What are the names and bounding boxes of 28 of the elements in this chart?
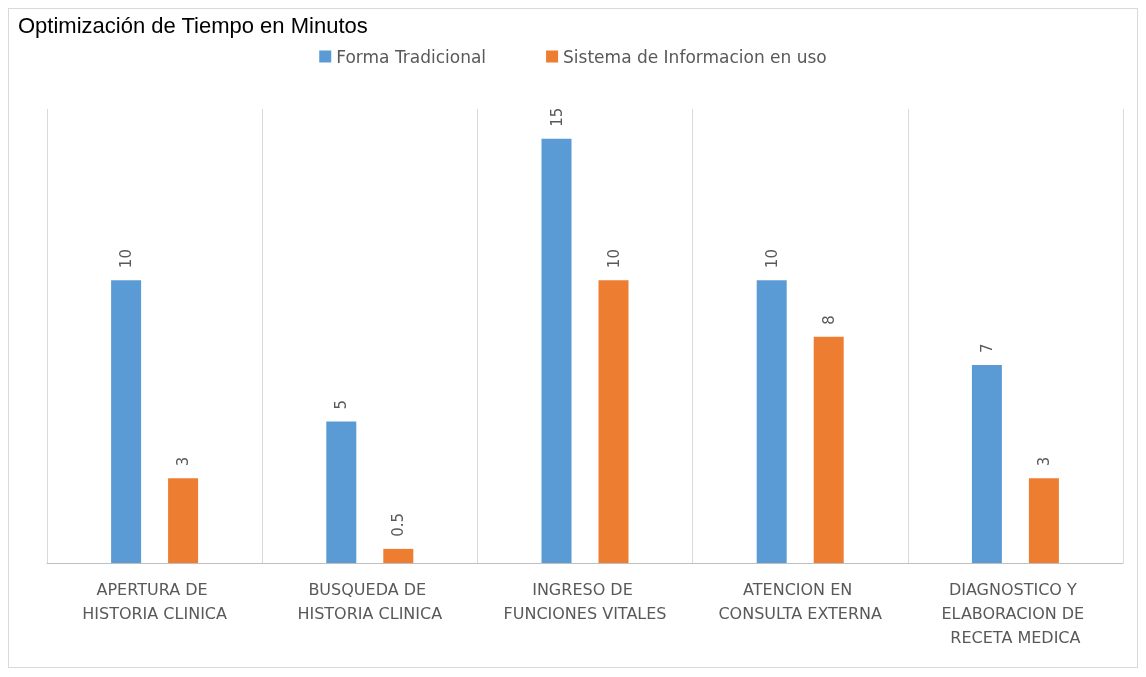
legend-label: Forma Tradicional — [336, 46, 487, 67]
data-label: 3 — [1034, 456, 1053, 467]
bar — [541, 138, 572, 563]
data-label: 15 — [547, 107, 566, 127]
bar — [1028, 478, 1059, 563]
data-label: 5 — [332, 400, 351, 410]
x-tick-label: INGRESO DE FUNCIONES VITALES — [503, 579, 667, 623]
x-tick-label: APERTURA DE HISTORIA CLINICA — [82, 579, 228, 623]
chart-title: Optimización de Tiempo en Minutos — [18, 12, 368, 38]
bar — [326, 421, 357, 563]
legend-label: Sistema de Informacion en uso — [563, 46, 827, 67]
bar — [598, 280, 629, 563]
data-label: 8 — [819, 315, 838, 325]
bar — [756, 280, 787, 563]
x-tick-label: ATENCION EN CONSULTA EXTERNA — [718, 579, 883, 623]
x-tick-label: DIAGNOSTICO Y ELABORACION DE RECETA MEDICA — [941, 579, 1090, 647]
x-tick-label: BUSQUEDA DE HISTORIA CLINICA — [297, 579, 443, 623]
bar — [168, 478, 199, 563]
bar — [971, 364, 1002, 563]
bar — [383, 548, 414, 563]
bar — [813, 336, 844, 563]
data-label: 10 — [604, 249, 623, 269]
data-label: 10 — [762, 249, 781, 269]
bar — [111, 280, 142, 563]
data-label: 0.5 — [389, 513, 408, 537]
data-label: 7 — [977, 343, 996, 353]
data-label: 3 — [174, 456, 193, 467]
data-label: 10 — [117, 249, 136, 269]
